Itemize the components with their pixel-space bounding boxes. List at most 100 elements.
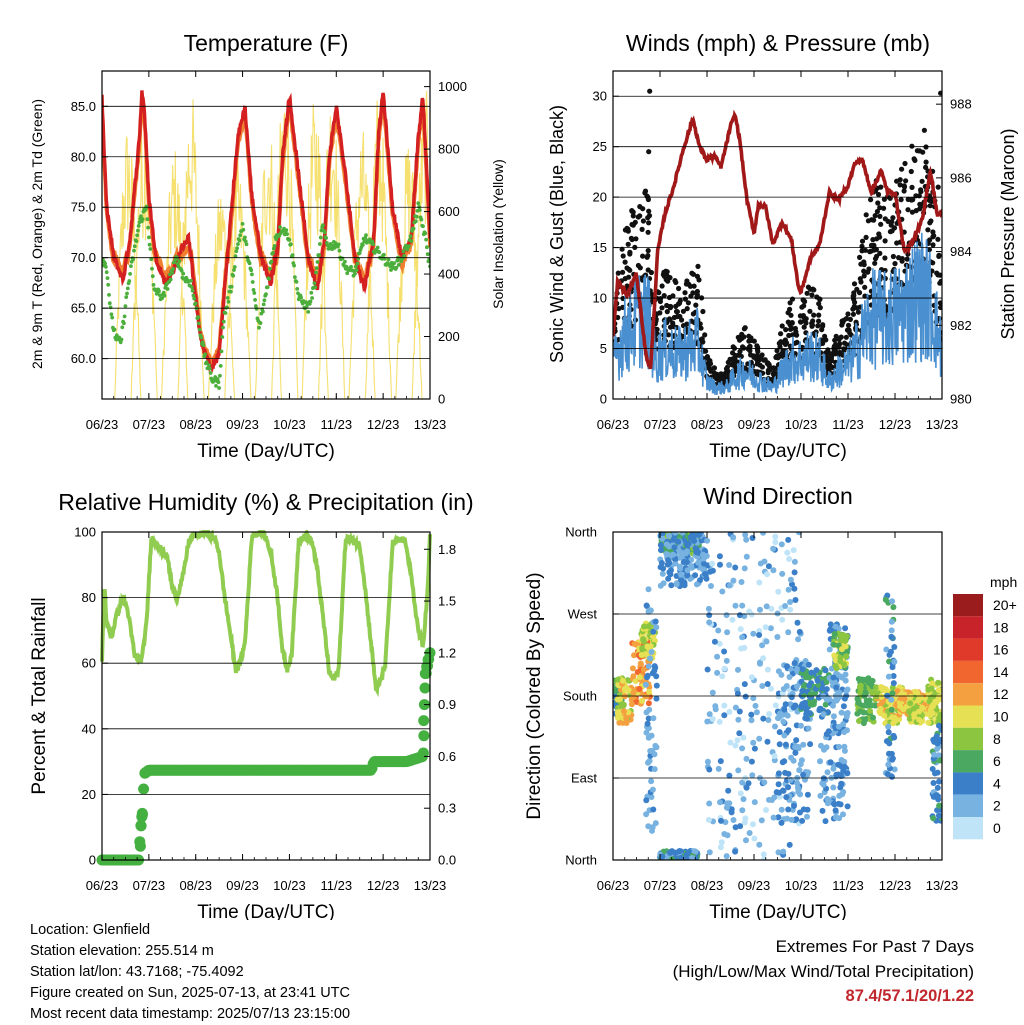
wind-direction-point [653,695,660,702]
temperature-xtick-label: 06/23 [86,417,119,432]
gust-point [874,208,881,215]
speed-legend-swatch [953,660,983,684]
wind-direction-point [719,673,726,680]
winds-title: Winds (mph) & Pressure (mb) [626,30,930,56]
wind-direction-point [831,698,838,705]
dewpoint-point [408,234,413,239]
wind-direction-xtick-label: 11/23 [832,878,864,893]
wind-direction-point [678,571,684,578]
humidity-ytick-label: 0 [89,853,96,868]
dewpoint-point [245,255,250,260]
wind-direction-point [723,853,730,860]
gust-point [690,271,697,277]
wind-direction-point [783,794,790,801]
temperature-xtick-label: 09/23 [226,417,259,432]
gust-point [765,370,771,376]
gust-point [911,156,917,162]
dewpoint-point [308,299,313,304]
wind-direction-point [636,685,643,692]
gust-point [793,329,799,335]
wind-direction-point [843,687,850,694]
gust-point [905,207,911,213]
wind-direction-point [775,849,782,856]
temperature-plot-frame [101,70,431,400]
wind-direction-point [716,718,723,725]
gust-point [928,218,934,224]
wind-direction-point [723,612,730,619]
gust-point [931,233,937,239]
station-info: Location: Glenfield Station elevation: 2… [30,920,350,1025]
gust-point [789,296,796,302]
humidity-plot-area [96,530,436,866]
humidity-panel: Relative Humidity (%) & Precipitation (i… [29,489,474,920]
dewpoint-point [244,242,249,247]
wind-direction-point [935,679,942,686]
humidity-xtick-label: 13/23 [414,878,447,893]
wind-direction-point [787,576,794,583]
wind-direction-point [775,588,782,595]
dewpoint-point [414,219,418,224]
dewpoint-point [424,237,428,242]
wind-direction-point [765,717,772,723]
wind-direction-point [660,565,667,572]
wind-direction-point [757,606,763,613]
dewpoint-point [423,231,428,236]
gust-point [731,363,738,369]
wind-direction-point [779,759,786,766]
wind-direction-point [797,761,804,768]
gust-point [789,325,795,331]
dewpoint-point [414,214,419,219]
wind-direction-point [791,802,797,809]
gust-point [899,166,905,172]
gust-point [877,213,883,219]
wind-direction-point [842,637,849,644]
dewpoint-point [360,243,365,247]
winds-ylabel: Sonic Wind & Gust (Blue, Black) [547,105,567,363]
dewpoint-point [243,239,248,244]
dewpoint-point [285,232,289,237]
wind-direction-point [884,771,891,778]
speed-legend-label: 12 [993,686,1009,702]
wind-direction-point [748,758,755,765]
wind-direction-point [796,532,802,536]
wind-direction-point [639,645,646,652]
wind-direction-point [649,747,656,754]
gust-point [843,334,849,340]
gust-point [888,222,894,228]
gust-point [694,294,700,300]
wind-direction-point [645,734,652,741]
dewpoint-point [324,236,328,240]
winds-xtick-label: 08/23 [691,417,724,432]
gust-point [910,197,916,203]
gust-point [872,213,878,219]
wind-direction-point [833,684,840,691]
dewpoint-point [253,304,258,308]
wind-direction-point [819,685,826,692]
wind-direction-point [712,703,719,710]
dewpoint-point [150,266,154,271]
gust-point [850,293,856,299]
dewpoint-point [396,263,401,267]
wind-direction-point [937,757,942,764]
wind-direction-point [730,817,737,823]
wind-direction-point [784,663,790,670]
gust-point [725,359,731,365]
dewpoint-point [268,266,272,271]
winds-plot-frame [612,70,943,400]
wind-direction-point [706,766,713,773]
dewpoint-point [425,252,430,257]
wind-direction-point [931,751,938,758]
gust-point [861,262,867,268]
wind-direction-point [830,674,837,681]
temperature-xtick-label: 12/23 [367,417,400,432]
gust-point [639,226,645,232]
wind-direction-point [816,707,823,714]
wind-direction-point [934,740,941,747]
dewpoint-point [104,265,108,269]
wind-direction-point [889,756,896,763]
dewpoint-point [225,305,229,310]
wind-direction-point [865,702,872,709]
wind-direction-point [721,831,728,837]
wind-direction-point [919,704,926,711]
dewpoint-point [221,319,226,324]
